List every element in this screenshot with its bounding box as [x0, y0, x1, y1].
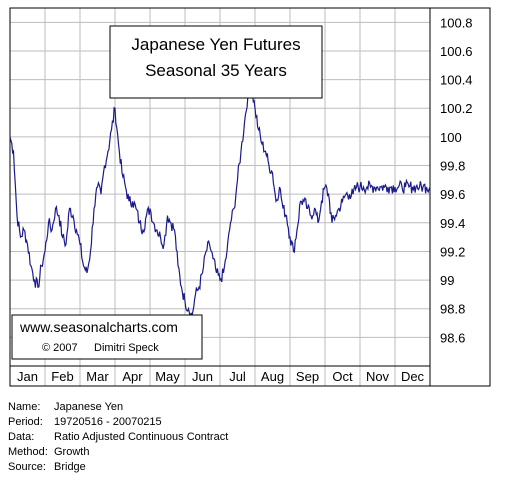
x-tick-label: Jun — [192, 369, 213, 384]
x-tick-label: Oct — [332, 369, 353, 384]
watermark-copyright: © 2007 — [42, 342, 78, 354]
info-value: Bridge — [54, 461, 86, 473]
y-tick-label: 99.2 — [440, 244, 465, 259]
chart-subtitle: Seasonal 35 Years — [145, 61, 287, 80]
y-tick-label: 99.6 — [440, 187, 465, 202]
y-tick-label: 98.8 — [440, 302, 465, 317]
x-tick-label: Sep — [296, 369, 319, 384]
x-tick-label: Jan — [17, 369, 38, 384]
info-value: Ratio Adjusted Continuous Contract — [54, 431, 229, 443]
info-key: Method: — [8, 446, 48, 458]
watermark-box: www.seasonalcharts.com © 2007 Dimitri Sp… — [11, 314, 203, 360]
x-tick-label: Feb — [51, 369, 73, 384]
y-tick-label: 98.6 — [440, 330, 465, 345]
info-row-data: Data: Ratio Adjusted Continuous Contract — [8, 430, 228, 445]
chart-outer-frame — [9, 7, 491, 387]
info-key: Data: — [8, 431, 35, 443]
x-tick-label: Apr — [122, 369, 143, 384]
title-box: Japanese Yen Futures Seasonal 35 Years — [109, 25, 323, 99]
y-tick-label: 99.8 — [440, 159, 465, 174]
y-axis-ticks: 100.8 100.6 100.4 100.2 100 99.8 99.6 99.4 99.2 9… — [440, 15, 473, 345]
y-tick-label: 100.2 — [440, 101, 473, 116]
y-tick-label: 100.6 — [440, 44, 473, 59]
info-row-name: Name: Japanese Yen — [8, 400, 228, 415]
watermark-author: Dimitri Speck — [94, 342, 159, 354]
x-tick-label: Mar — [86, 369, 109, 384]
x-tick-label: May — [155, 369, 180, 384]
y-tick-label: 100.4 — [440, 73, 473, 88]
x-tick-label: Dec — [401, 369, 425, 384]
x-tick-label: Jul — [229, 369, 246, 384]
info-value: Growth — [54, 446, 90, 458]
watermark-url: www.seasonalcharts.com — [19, 319, 178, 335]
info-row-source: Source: Bridge — [8, 460, 228, 475]
series-line — [9, 86, 431, 319]
x-axis-ticks: Jan Feb Mar Apr May Jun Jul Aug Sep Oct Nov Dec — [17, 369, 425, 384]
info-key: Period: — [8, 416, 43, 428]
x-tick-label: Nov — [366, 369, 390, 384]
y-tick-label: 99 — [440, 273, 454, 288]
y-tick-label: 99.4 — [440, 216, 465, 231]
chart: 100.8 100.6 100.4 100.2 100 99.8 99.6 99.4 99.2 9… — [9, 7, 491, 387]
info-value: Japanese Yen — [54, 401, 124, 413]
info-key: Source: — [8, 461, 46, 473]
info-row-method: Method: Growth — [8, 445, 228, 460]
y-tick-label: 100.8 — [440, 15, 473, 30]
chart-title: Japanese Yen Futures — [131, 35, 300, 54]
info-row-period: Period: 19720516 - 20070215 — [8, 415, 228, 430]
x-tick-label: Aug — [261, 369, 284, 384]
info-key: Name: — [8, 401, 41, 413]
y-tick-label: 100 — [440, 130, 462, 145]
info-panel: Name: Japanese Yen Period: 19720516 - 20… — [8, 400, 228, 475]
info-value: 19720516 - 20070215 — [54, 416, 162, 428]
